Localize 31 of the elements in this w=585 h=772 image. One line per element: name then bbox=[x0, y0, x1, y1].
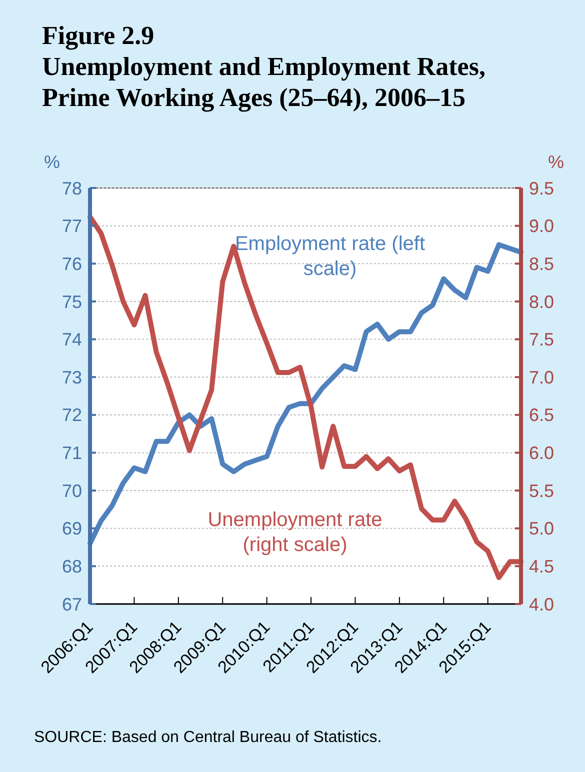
y2-tick-label: 9.0 bbox=[529, 216, 554, 236]
y-tick-label: 74 bbox=[62, 330, 82, 350]
y2-tick-label: 7.0 bbox=[529, 367, 554, 388]
y-tick-label: 69 bbox=[62, 518, 82, 539]
y-tick-label: 72 bbox=[62, 405, 82, 426]
y-tick-label: 78 bbox=[62, 178, 82, 198]
y-tick-label: 76 bbox=[62, 254, 82, 274]
y2-tick-label: 9.5 bbox=[529, 178, 554, 198]
series-label: Unemployment rate (right scale) bbox=[208, 509, 382, 556]
y-tick-label: 70 bbox=[62, 480, 82, 501]
y2-tick-label: 5.5 bbox=[529, 480, 554, 501]
y2-tick-label: 5.0 bbox=[529, 518, 554, 539]
y-tick-label: 73 bbox=[62, 367, 82, 388]
y-tick-label: 75 bbox=[62, 292, 82, 312]
y-tick-label: 71 bbox=[62, 443, 82, 464]
y2-tick-label: 8.5 bbox=[529, 254, 554, 274]
series-label: Employment rate (left scale) bbox=[234, 233, 426, 280]
y2-tick-label: 7.5 bbox=[529, 330, 554, 350]
y-tick-label: 67 bbox=[62, 594, 82, 614]
y2-tick-label: 8.0 bbox=[529, 292, 554, 312]
y2-tick-label: 6.5 bbox=[529, 405, 554, 426]
y2-axis-title: % bbox=[548, 152, 564, 172]
y2-tick-label: 4.0 bbox=[529, 594, 554, 614]
y-axis-title: % bbox=[44, 152, 60, 172]
chart-title: Figure 2.9 bbox=[42, 21, 154, 50]
y-tick-label: 77 bbox=[62, 216, 82, 236]
y2-tick-label: 4.5 bbox=[529, 556, 554, 576]
y-tick-label: 68 bbox=[62, 556, 82, 576]
y2-tick-label: 6.0 bbox=[529, 443, 554, 464]
source-note: SOURCE: Based on Central Bureau of Statistics. bbox=[34, 729, 382, 746]
chart-subtitle: Unemployment and Employment Rates, Prime Working Ages (25–64), 2006–15 bbox=[42, 52, 486, 112]
